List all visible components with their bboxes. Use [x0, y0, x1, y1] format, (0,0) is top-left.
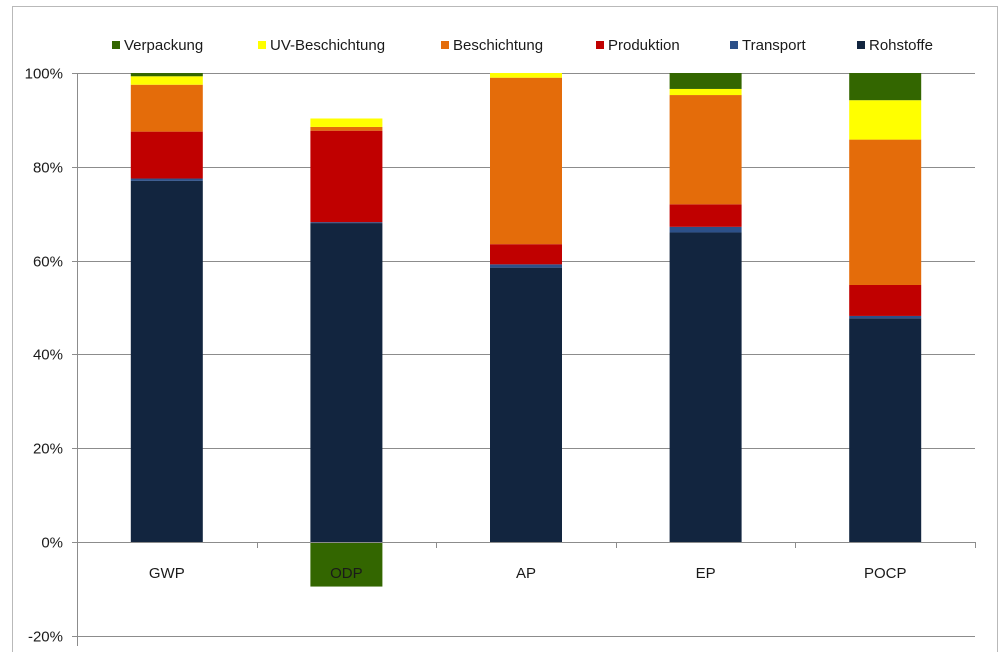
- y-tick-label: -20%: [28, 629, 63, 646]
- bar-segment: [490, 77, 562, 245]
- bar-segment: [130, 180, 203, 542]
- bar-segment: [130, 84, 203, 132]
- bar-segment: [669, 232, 742, 542]
- bar-segment: [310, 223, 383, 542]
- bar-segment: [490, 244, 562, 265]
- legend-item: Verpackung: [112, 37, 203, 54]
- legend-item: Rohstoffe: [857, 37, 933, 54]
- legend-swatch: [596, 41, 604, 49]
- bar-segment: [669, 95, 742, 205]
- bar-segment: [310, 542, 383, 587]
- bar-segment: [849, 315, 922, 319]
- bar-segment: [130, 131, 203, 179]
- legend: Verpackung UV-Beschichtung Beschichtung Pro…: [112, 37, 933, 54]
- bar-segment: [669, 204, 742, 227]
- x-tick-label: ODP: [330, 565, 363, 582]
- legend-swatch: [258, 41, 266, 49]
- legend-item: Beschichtung: [441, 37, 543, 54]
- x-tick-label: AP: [516, 565, 536, 582]
- bar-segment: [130, 178, 203, 181]
- bar-segment: [310, 222, 383, 224]
- chart-frame: [12, 6, 998, 652]
- bar-segment: [849, 284, 922, 316]
- legend-swatch: [730, 41, 738, 49]
- bar-segment: [130, 73, 203, 77]
- legend-label: UV-Beschichtung: [270, 37, 385, 54]
- y-tick-label: 20%: [33, 441, 63, 458]
- legend-label: Transport: [742, 37, 806, 54]
- x-tick-label: POCP: [864, 565, 907, 582]
- bar-segment: [310, 130, 383, 223]
- y-tick-label: 100%: [25, 66, 63, 83]
- bar-segment: [669, 226, 742, 233]
- legend-label: Rohstoffe: [869, 37, 933, 54]
- y-tick-label: 0%: [41, 535, 63, 552]
- bar-segment: [849, 318, 922, 542]
- bar-segment: [849, 100, 922, 140]
- y-tick-label: 60%: [33, 254, 63, 271]
- legend-swatch: [441, 41, 449, 49]
- y-tick-label: 80%: [33, 160, 63, 177]
- bars: [130, 73, 922, 587]
- legend-swatch: [857, 41, 865, 49]
- bar-segment: [849, 139, 922, 285]
- legend-swatch: [112, 41, 120, 49]
- bar-segment: [490, 73, 562, 78]
- legend-item: Produktion: [596, 37, 680, 54]
- bar-segment: [490, 267, 562, 542]
- bar-segment: [490, 264, 562, 268]
- bar-segment: [669, 73, 742, 89]
- x-tick-label: GWP: [149, 565, 185, 582]
- bar-segment: [310, 118, 383, 127]
- bar-segment: [849, 73, 922, 101]
- bar-segment: [669, 88, 742, 96]
- bar-segment: [130, 76, 203, 85]
- axes: -20% 0% 20% 40% 60% 80% 100% GWP ODP AP EP POCP: [25, 66, 976, 646]
- y-tick-label: 40%: [33, 347, 63, 364]
- x-tick-label: EP: [696, 565, 716, 582]
- legend-label: Verpackung: [124, 37, 203, 54]
- bar-segment: [310, 126, 383, 131]
- legend-item: Transport: [730, 37, 806, 54]
- legend-label: Produktion: [608, 37, 680, 54]
- legend-label: Beschichtung: [453, 37, 543, 54]
- legend-item: UV-Beschichtung: [258, 37, 385, 54]
